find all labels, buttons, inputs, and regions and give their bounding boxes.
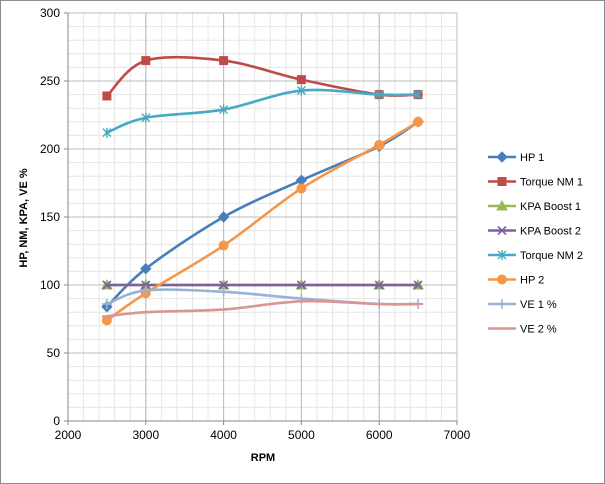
y-tick-label: 250 — [40, 74, 60, 88]
legend-label: HP 1 — [520, 152, 544, 164]
series-kpa-boost-2-point — [374, 280, 384, 290]
legend-label: KPA Boost 2 — [520, 226, 581, 238]
y-tick-label: 0 — [53, 414, 60, 428]
series-torque-nm-2-point — [102, 127, 112, 138]
series-kpa-boost-2-point — [141, 280, 151, 290]
series-torque-nm-2 — [102, 85, 423, 138]
series-torque-nm-1-point — [296, 75, 306, 85]
series-torque-nm-2-point — [413, 89, 423, 100]
legend-item-ve-1: VE 1 % — [488, 299, 557, 311]
legend-item-hp-2: HP 2 — [488, 274, 544, 287]
y-tick-label: 200 — [40, 142, 60, 156]
x-axis-title: RPM — [251, 452, 275, 464]
legend-label: KPA Boost 1 — [520, 201, 581, 213]
legend-swatch-marker — [497, 225, 507, 236]
y-tick-label: 150 — [40, 210, 60, 224]
series-torque-nm-2-line — [105, 88, 420, 134]
series-hp-1-point — [217, 211, 230, 223]
legend: HP 1 Torque NM 1 KPA Boost 1 KPA Boost 2 Tor… — [488, 151, 583, 336]
series-kpa-boost-2-point — [219, 280, 229, 290]
series-torque-nm-2-point — [374, 89, 384, 100]
series-hp-2-point — [296, 183, 307, 194]
x-tick-label: 2000 — [55, 428, 82, 442]
legend-swatch-marker — [497, 299, 507, 309]
series-torque-nm-2-point — [296, 85, 306, 96]
y-tick-label: 300 — [40, 6, 60, 20]
legend-label: VE 1 % — [520, 299, 557, 311]
series-torque-nm-1-point — [219, 56, 229, 66]
series-hp-2-point — [218, 240, 229, 251]
legend-label: Torque NM 2 — [520, 250, 583, 262]
series-ve-1-line — [105, 288, 420, 306]
series-torque-nm-2-point — [141, 112, 151, 123]
series-kpa-boost-2-point — [296, 280, 306, 290]
legend-item-hp-1: HP 1 — [488, 151, 544, 164]
series-hp-2-point — [374, 139, 385, 150]
legend-swatch-marker — [497, 177, 507, 186]
series-kpa-boost-2-point — [413, 280, 423, 290]
series-group — [101, 55, 424, 326]
legend-item-ve-2: VE 2 % — [488, 324, 557, 336]
marker-stroke — [413, 280, 423, 290]
marker-stroke — [296, 280, 306, 290]
series-torque-nm-2-point — [219, 104, 229, 115]
y-tick-label: 50 — [47, 346, 61, 360]
x-tick-label: 6000 — [366, 428, 393, 442]
legend-item-kpa-boost-1: KPA Boost 1 — [488, 199, 581, 213]
series-ve-1-point — [101, 299, 112, 310]
legend-swatch-marker — [497, 250, 507, 260]
marker-stroke — [374, 280, 384, 290]
series-ve-1-point — [218, 286, 229, 297]
x-tick-label: 4000 — [210, 428, 237, 442]
tick-labels: 0 50 100 150 200 250 300 2000 3000 4000 5000 6000 70… — [40, 6, 471, 442]
legend-label: VE 2 % — [520, 324, 557, 336]
series-kpa-boost-2-point — [102, 280, 112, 290]
series-torque-nm-1-line — [105, 55, 420, 98]
series-hp-1-point — [140, 262, 152, 275]
marker-stroke — [497, 225, 507, 236]
x-tick-label: 3000 — [132, 428, 159, 442]
legend-item-torque-nm-2: Torque NM 2 — [488, 250, 583, 262]
x-tick-label: 7000 — [444, 428, 471, 442]
series-ve-1-point — [140, 285, 151, 296]
series-kpa-boost-2 — [102, 280, 423, 290]
legend-item-torque-nm-1: Torque NM 1 — [488, 177, 583, 189]
series-torque-nm-1-point — [141, 56, 151, 66]
axes — [64, 12, 458, 425]
y-axis-title: HP, NM, KPA, VE % — [18, 168, 30, 267]
y-tick-label: 100 — [40, 278, 60, 292]
legend-swatch-marker — [497, 274, 507, 285]
series-ve-2 — [101, 299, 424, 318]
series-hp-2-point — [413, 116, 424, 127]
series-torque-nm-1-point — [102, 91, 112, 101]
marker-stroke — [219, 280, 229, 290]
marker-stroke — [141, 280, 151, 290]
legend-label: HP 2 — [520, 275, 544, 287]
legend-item-kpa-boost-2: KPA Boost 2 — [488, 226, 581, 238]
legend-swatch-marker — [496, 151, 508, 163]
legend-label: Torque NM 1 — [520, 177, 583, 189]
x-tick-label: 5000 — [288, 428, 315, 442]
marker-stroke — [102, 280, 112, 290]
series-ve-2-line — [105, 299, 420, 318]
legend-swatch-marker — [496, 199, 508, 211]
